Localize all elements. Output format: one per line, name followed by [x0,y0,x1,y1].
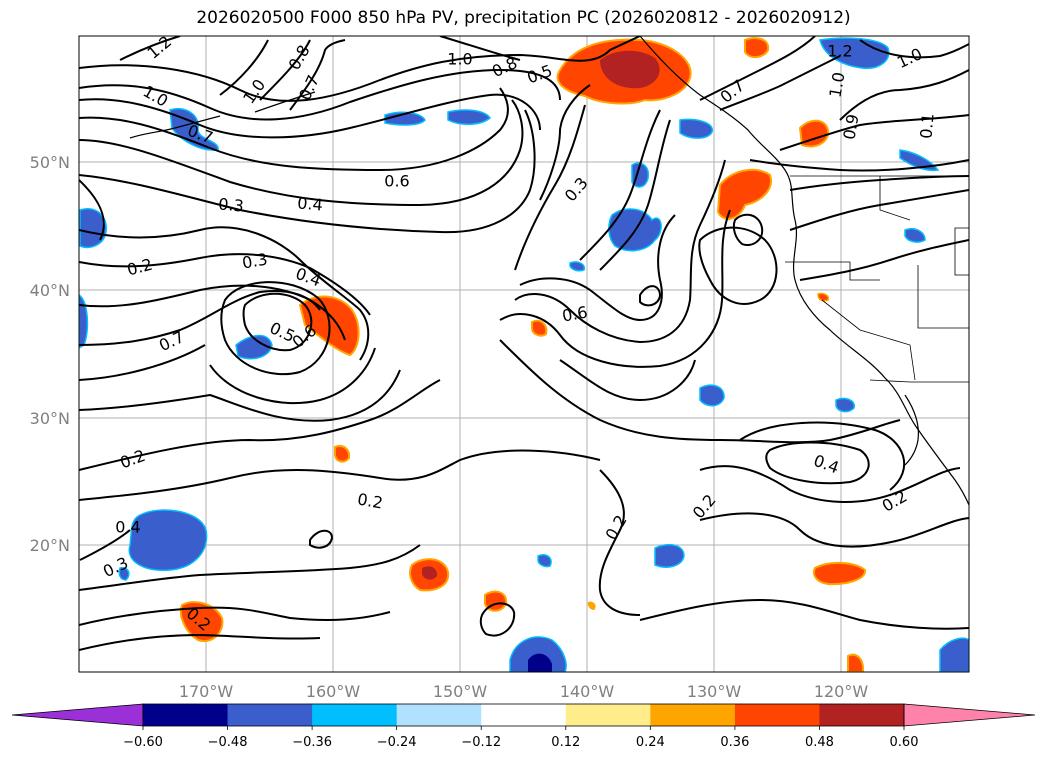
colorbar-segment [650,704,736,726]
contour-label: 0.6 [384,172,409,191]
precip-blob [847,653,865,672]
precip-blob [169,108,219,151]
precip-blob [569,261,586,272]
lat-tick-label: 20°N [30,536,70,555]
precip-blob-core [528,653,552,672]
contour-label: 0.9 [839,113,862,141]
lon-tick-label: 140°W [560,682,615,701]
colorbar-extend-high [903,703,1036,727]
borders [785,175,969,383]
colorbar-segment [312,704,398,726]
colorbar-tick-label: 0.60 [890,735,919,750]
precip-blob [939,637,969,672]
colorbar-segment [481,704,567,726]
contour-label: 1.0 [825,71,848,99]
lon-tick-label: 120°W [814,682,869,701]
colorbar-tick-label: −0.48 [208,735,248,750]
colorbar-extend-low [11,703,144,727]
colorbar: −0.60 −0.48 −0.36 −0.24 −0.12 0.12 0.24 0.36 0.4… [11,703,1036,750]
contour-label: 0.4 [297,193,324,214]
precip-blob-core [600,50,660,89]
colorbar-segment [734,704,820,726]
pv-contours [79,36,969,651]
contour-label: 0.1 [916,112,937,139]
precip-blob [835,397,855,413]
precip-blob [904,228,926,243]
precip-blob [744,37,770,58]
colorbar-segment [143,704,229,726]
colorbar-tick-label: 0.36 [720,735,749,750]
colorbar-tick-label: −0.36 [292,735,332,750]
lon-tick-label: 150°W [433,682,488,701]
colorbar-tick-label: 0.48 [805,735,834,750]
precip-blob [79,208,107,249]
contour-label: 1.2 [827,42,852,61]
precip-blob [817,292,830,302]
colorbar-segment [819,704,905,726]
precip-blob [716,168,772,220]
colorbar-segment [565,704,651,726]
map-title: 2026020500 F000 850 hPa PV, precipitatio… [196,8,851,28]
precip-blob [235,334,273,360]
colorbar-tick-label: −0.24 [377,735,417,750]
precip-blob [654,543,685,568]
precip-blob [798,119,830,148]
lat-tick-labels: 50°N 40°N 30°N 20°N [30,153,70,555]
colorbar-segment [227,704,313,726]
lat-tick-label: 50°N [30,153,70,172]
lon-tick-label: 130°W [687,682,742,701]
contour-label: 0.6 [561,302,589,325]
contour-label: 0.2 [356,489,384,512]
contour-label: 0.3 [218,194,245,215]
map-body [79,36,969,672]
precip-blob [587,601,596,610]
precip-blob [447,109,491,125]
colorbar-tick-label: −0.12 [461,735,501,750]
lon-tick-labels: 170°W 160°W 150°W 140°W 130°W 120°W [179,682,869,701]
precip-blob [334,445,351,463]
colorbar-outline [142,703,905,727]
precip-blob [118,566,130,581]
precip-blob [899,149,940,172]
precip-blob [531,319,548,337]
precip-blob-core [422,566,438,580]
lon-tick-label: 160°W [306,682,361,701]
precip-negative [79,37,969,672]
contour-label: 0.4 [115,518,140,537]
colorbar-tick-label: 0.12 [551,735,580,750]
precip-blob [537,554,552,568]
coastline [129,36,969,506]
lat-tick-label: 30°N [30,409,70,428]
map-frame [78,35,970,673]
precip-blob [819,37,890,69]
contour-label: 1.0 [447,50,472,69]
colorbar-segment [396,704,482,726]
precip-blob [679,118,713,139]
gridlines [79,36,969,672]
precip-blob [128,509,208,571]
precip-blob [699,384,725,407]
precip-blob [812,562,866,586]
colorbar-tick-label: 0.24 [636,735,665,750]
contour-label: 0.3 [241,249,269,272]
lon-tick-label: 170°W [179,682,234,701]
colorbar-tick-label: −0.60 [123,735,163,750]
lat-tick-label: 40°N [30,281,70,300]
